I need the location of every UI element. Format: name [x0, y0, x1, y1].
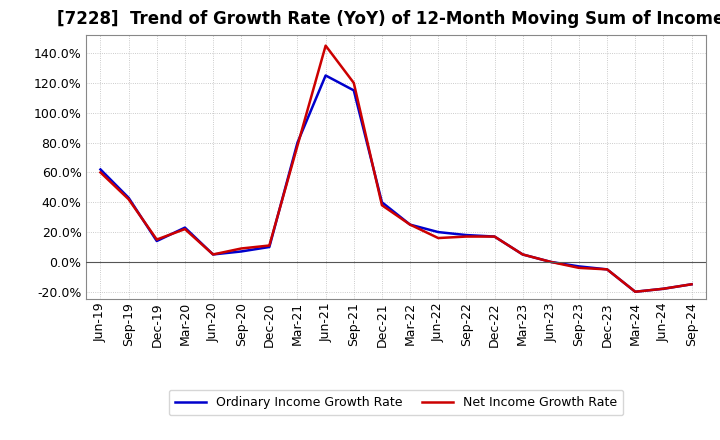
- Net Income Growth Rate: [237, 246, 246, 251]
- Net Income Growth Rate: [434, 235, 443, 241]
- Ordinary Income Growth Rate: [575, 264, 583, 269]
- Ordinary Income Growth Rate: [631, 289, 639, 294]
- Net Income Growth Rate: [209, 252, 217, 257]
- Net Income Growth Rate: [406, 222, 415, 227]
- Net Income Growth Rate: [546, 259, 555, 264]
- Ordinary Income Growth Rate: [434, 229, 443, 235]
- Ordinary Income Growth Rate: [603, 267, 611, 272]
- Ordinary Income Growth Rate: [349, 88, 358, 93]
- Ordinary Income Growth Rate: [293, 140, 302, 145]
- Net Income Growth Rate: [490, 234, 499, 239]
- Net Income Growth Rate: [659, 286, 667, 291]
- Ordinary Income Growth Rate: [96, 167, 105, 172]
- Ordinary Income Growth Rate: [181, 225, 189, 230]
- Net Income Growth Rate: [687, 282, 696, 287]
- Title: [7228]  Trend of Growth Rate (YoY) of 12-Month Moving Sum of Incomes: [7228] Trend of Growth Rate (YoY) of 12-…: [58, 10, 720, 28]
- Ordinary Income Growth Rate: [490, 234, 499, 239]
- Ordinary Income Growth Rate: [687, 282, 696, 287]
- Net Income Growth Rate: [631, 289, 639, 294]
- Net Income Growth Rate: [265, 243, 274, 248]
- Ordinary Income Growth Rate: [377, 200, 386, 205]
- Net Income Growth Rate: [125, 197, 133, 202]
- Legend: Ordinary Income Growth Rate, Net Income Growth Rate: Ordinary Income Growth Rate, Net Income …: [168, 390, 624, 415]
- Net Income Growth Rate: [603, 267, 611, 272]
- Ordinary Income Growth Rate: [518, 252, 527, 257]
- Line: Net Income Growth Rate: Net Income Growth Rate: [101, 46, 691, 292]
- Net Income Growth Rate: [377, 202, 386, 208]
- Net Income Growth Rate: [153, 237, 161, 242]
- Net Income Growth Rate: [321, 43, 330, 48]
- Ordinary Income Growth Rate: [546, 259, 555, 264]
- Net Income Growth Rate: [575, 265, 583, 271]
- Net Income Growth Rate: [96, 170, 105, 175]
- Net Income Growth Rate: [518, 252, 527, 257]
- Net Income Growth Rate: [349, 80, 358, 85]
- Net Income Growth Rate: [293, 143, 302, 148]
- Ordinary Income Growth Rate: [237, 249, 246, 254]
- Ordinary Income Growth Rate: [153, 238, 161, 244]
- Net Income Growth Rate: [181, 227, 189, 232]
- Line: Ordinary Income Growth Rate: Ordinary Income Growth Rate: [101, 76, 691, 292]
- Ordinary Income Growth Rate: [659, 286, 667, 291]
- Ordinary Income Growth Rate: [321, 73, 330, 78]
- Ordinary Income Growth Rate: [209, 252, 217, 257]
- Ordinary Income Growth Rate: [462, 232, 471, 238]
- Net Income Growth Rate: [462, 234, 471, 239]
- Ordinary Income Growth Rate: [406, 222, 415, 227]
- Ordinary Income Growth Rate: [125, 195, 133, 200]
- Ordinary Income Growth Rate: [265, 244, 274, 249]
